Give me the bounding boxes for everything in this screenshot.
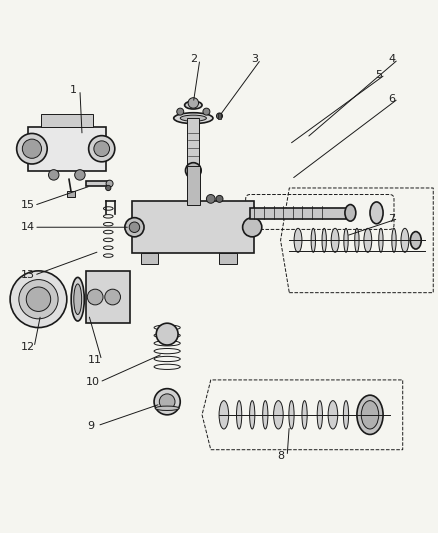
Circle shape [177,108,184,115]
Ellipse shape [363,228,371,252]
Circle shape [22,139,42,158]
Ellipse shape [311,228,315,252]
Bar [86,181,110,186]
Ellipse shape [301,401,307,429]
Circle shape [187,98,198,108]
Ellipse shape [343,401,348,429]
Circle shape [87,289,103,305]
Ellipse shape [354,228,358,252]
Circle shape [74,169,85,180]
Circle shape [17,133,47,164]
Ellipse shape [378,228,382,252]
Text: 11: 11 [88,356,102,365]
Text: 10: 10 [86,377,100,387]
Circle shape [206,195,215,203]
Bar [219,253,237,264]
Circle shape [105,289,120,305]
Ellipse shape [71,277,84,321]
Ellipse shape [155,406,179,410]
Text: 1: 1 [70,85,77,95]
Ellipse shape [327,401,337,429]
Circle shape [215,196,223,203]
Circle shape [106,185,111,191]
Bar [86,271,130,323]
Ellipse shape [288,401,293,429]
Bar [28,127,106,171]
Ellipse shape [180,115,206,121]
Circle shape [202,108,209,115]
Ellipse shape [317,401,322,429]
Circle shape [124,217,144,237]
Text: 7: 7 [387,214,395,223]
Ellipse shape [184,101,201,109]
Circle shape [106,180,113,187]
Ellipse shape [344,205,355,221]
Ellipse shape [273,401,283,429]
Text: 13: 13 [21,270,35,280]
Circle shape [216,113,222,119]
Ellipse shape [391,228,395,252]
Ellipse shape [330,228,338,252]
Circle shape [19,280,58,319]
Ellipse shape [219,401,228,429]
Bar [41,114,93,127]
Text: 3: 3 [251,54,257,64]
Circle shape [242,217,261,237]
Circle shape [185,163,201,179]
Bar [141,253,158,264]
Text: 2: 2 [189,54,196,64]
Ellipse shape [249,401,254,429]
Circle shape [48,169,59,180]
Bar [186,166,199,205]
Text: 12: 12 [21,342,35,352]
Ellipse shape [321,228,325,252]
Circle shape [10,271,67,328]
Bar [132,201,254,253]
Circle shape [156,323,178,345]
Circle shape [129,222,139,232]
Text: 14: 14 [21,222,35,232]
Text: 4: 4 [387,54,395,64]
Text: 5: 5 [374,70,381,79]
Circle shape [26,287,50,311]
Ellipse shape [74,284,81,314]
Circle shape [159,394,175,409]
Bar [218,112,220,119]
Bar [250,208,345,219]
Text: 15: 15 [21,200,35,211]
Circle shape [88,135,115,162]
Bar [67,191,74,197]
Text: 9: 9 [87,421,94,431]
Ellipse shape [293,228,301,252]
Ellipse shape [343,228,347,252]
Circle shape [94,141,110,157]
Ellipse shape [262,401,267,429]
Ellipse shape [356,395,382,434]
Circle shape [154,389,180,415]
Text: 6: 6 [388,94,394,103]
Ellipse shape [360,401,378,429]
Ellipse shape [369,202,382,224]
Ellipse shape [400,228,408,252]
Ellipse shape [236,401,241,429]
Ellipse shape [410,232,420,249]
Text: 8: 8 [276,451,283,461]
Ellipse shape [173,113,212,124]
Bar [187,118,199,166]
